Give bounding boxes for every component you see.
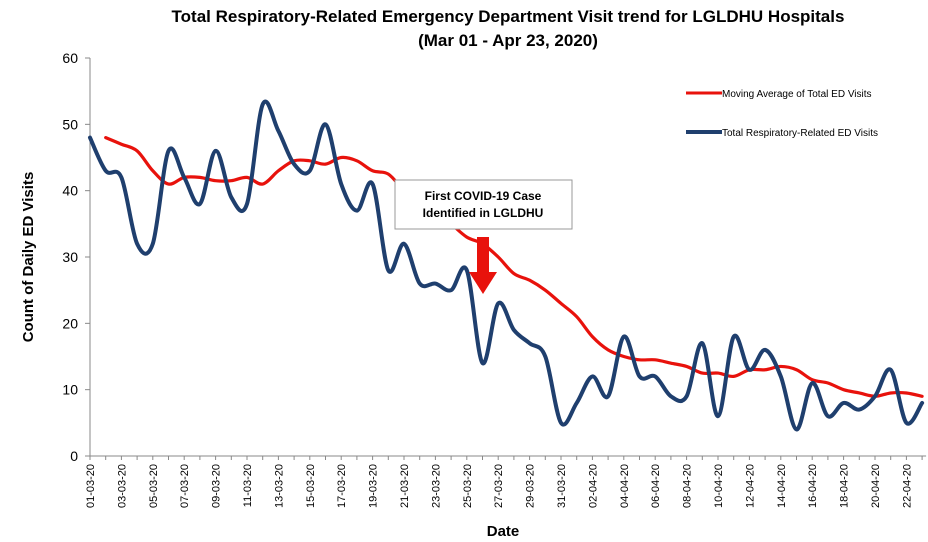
x-tick-label: 29-03-20 — [525, 464, 537, 508]
annotation-arrow — [469, 237, 497, 294]
annotation-text: First COVID-19 Case — [425, 189, 542, 203]
x-tick-label: 03-03-20 — [116, 464, 128, 508]
series-line — [88, 99, 925, 432]
x-tick-label: 08-04-20 — [682, 464, 694, 508]
series-line — [104, 136, 924, 398]
x-axis-label: Date — [487, 523, 520, 540]
x-tick-label: 20-04-20 — [870, 464, 882, 508]
y-tick-label: 50 — [62, 116, 78, 132]
annotation-text: Identified in LGLDHU — [423, 206, 544, 220]
x-tick-label: 22-04-20 — [901, 464, 913, 508]
x-tick-label: 06-04-20 — [650, 464, 662, 508]
x-tick-label: 14-04-20 — [776, 464, 788, 508]
legend-label: Total Respiratory-Related ED Visits — [722, 128, 878, 139]
x-tick-label: 04-04-20 — [619, 464, 631, 508]
y-tick-label: 0 — [70, 448, 78, 464]
x-tick-label: 18-04-20 — [839, 464, 851, 508]
x-tick-label: 01-03-20 — [85, 464, 97, 508]
y-axis-label: Count of Daily ED Visits — [20, 172, 37, 343]
x-tick-label: 23-03-20 — [430, 464, 442, 508]
x-tick-label: 31-03-20 — [556, 464, 568, 508]
y-tick-label: 60 — [62, 50, 78, 66]
x-tick-label: 19-03-20 — [368, 464, 380, 508]
legend-label: Moving Average of Total ED Visits — [722, 89, 872, 100]
x-tick-label: 12-04-20 — [744, 464, 756, 508]
chart-subtitle: (Mar 01 - Apr 23, 2020) — [418, 31, 598, 50]
x-tick-label: 11-03-20 — [242, 464, 254, 507]
annotation-box — [394, 179, 573, 230]
y-tick-label: 40 — [62, 183, 78, 199]
x-tick-label: 15-03-20 — [305, 464, 317, 508]
x-tick-label: 09-03-20 — [211, 464, 223, 508]
y-tick-label: 30 — [62, 249, 78, 265]
y-tick-label: 20 — [62, 315, 78, 331]
x-tick-label: 21-03-20 — [399, 464, 411, 508]
x-tick-label: 17-03-20 — [336, 464, 348, 508]
x-tick-label: 13-03-20 — [273, 464, 285, 508]
x-tick-label: 10-04-20 — [713, 464, 725, 508]
y-tick-label: 10 — [62, 382, 78, 398]
chart-title: Total Respiratory-Related Emergency Depa… — [172, 7, 845, 26]
x-tick-label: 05-03-20 — [148, 464, 160, 508]
x-tick-label: 07-03-20 — [179, 464, 191, 508]
x-tick-label: 02-04-20 — [587, 464, 599, 508]
x-tick-label: 25-03-20 — [462, 464, 474, 508]
x-tick-label: 27-03-20 — [493, 464, 505, 508]
x-tick-label: 16-04-20 — [807, 464, 819, 508]
